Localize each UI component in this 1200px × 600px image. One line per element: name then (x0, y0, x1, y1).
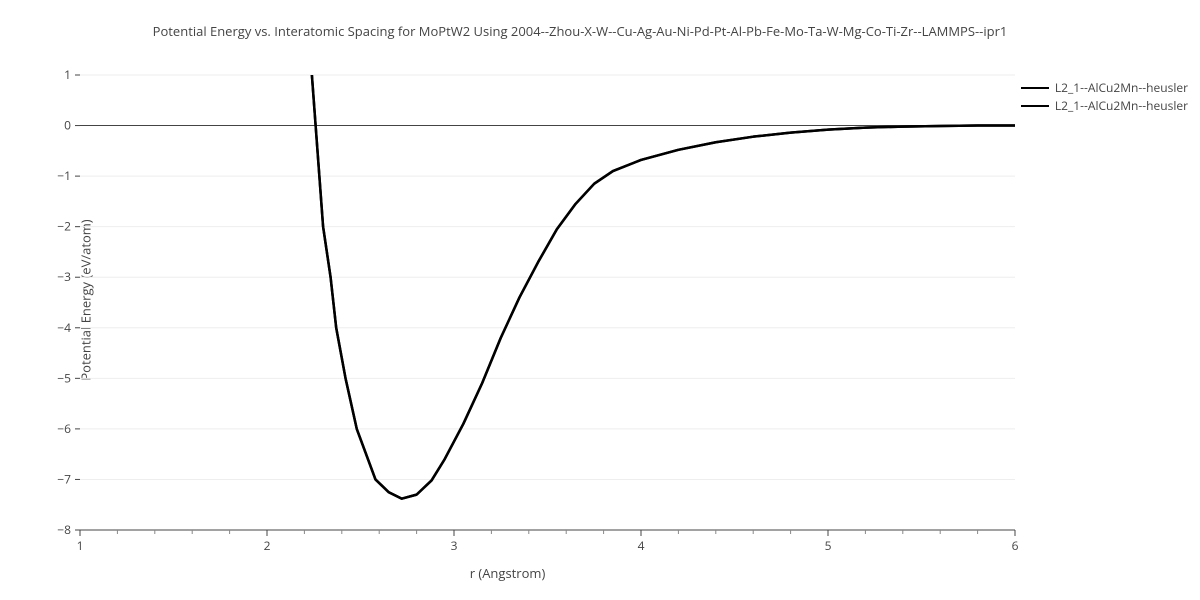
svg-text:−4: −4 (57, 319, 71, 336)
svg-text:2: 2 (264, 537, 271, 554)
series-line-0[interactable] (312, 75, 1015, 499)
y-axis: −8 −7 −6 −5 −4 −3 −2 −1 0 1 (57, 66, 80, 538)
svg-text:−2: −2 (57, 218, 71, 235)
svg-text:−6: −6 (57, 420, 71, 437)
y-gridlines (80, 75, 1015, 530)
legend-label: L2_1--AlCu2Mn--heusler (1055, 98, 1188, 114)
svg-text:−7: −7 (57, 470, 71, 487)
svg-text:−5: −5 (57, 369, 71, 386)
legend: L2_1--AlCu2Mn--heusler L2_1--AlCu2Mn--heu… (1021, 80, 1188, 116)
svg-text:4: 4 (638, 537, 645, 554)
legend-item-1[interactable]: L2_1--AlCu2Mn--heusler (1021, 98, 1188, 114)
svg-text:1: 1 (77, 537, 84, 554)
x-axis: 1 2 3 4 5 6 (77, 530, 1019, 554)
svg-text:3: 3 (451, 537, 458, 554)
series-group (312, 75, 1015, 499)
svg-text:−3: −3 (57, 268, 71, 285)
series-line-1[interactable] (312, 75, 1015, 499)
chart-container: Potential Energy vs. Interatomic Spacing… (0, 0, 1200, 600)
legend-swatch-icon (1021, 87, 1049, 89)
svg-text:0: 0 (64, 117, 71, 134)
svg-text:5: 5 (825, 537, 832, 554)
svg-text:1: 1 (64, 66, 71, 83)
legend-swatch-icon (1021, 105, 1049, 107)
svg-text:−8: −8 (57, 521, 71, 538)
svg-text:−1: −1 (57, 167, 71, 184)
legend-item-0[interactable]: L2_1--AlCu2Mn--heusler (1021, 80, 1188, 96)
legend-label: L2_1--AlCu2Mn--heusler (1055, 80, 1188, 96)
svg-text:6: 6 (1012, 537, 1019, 554)
